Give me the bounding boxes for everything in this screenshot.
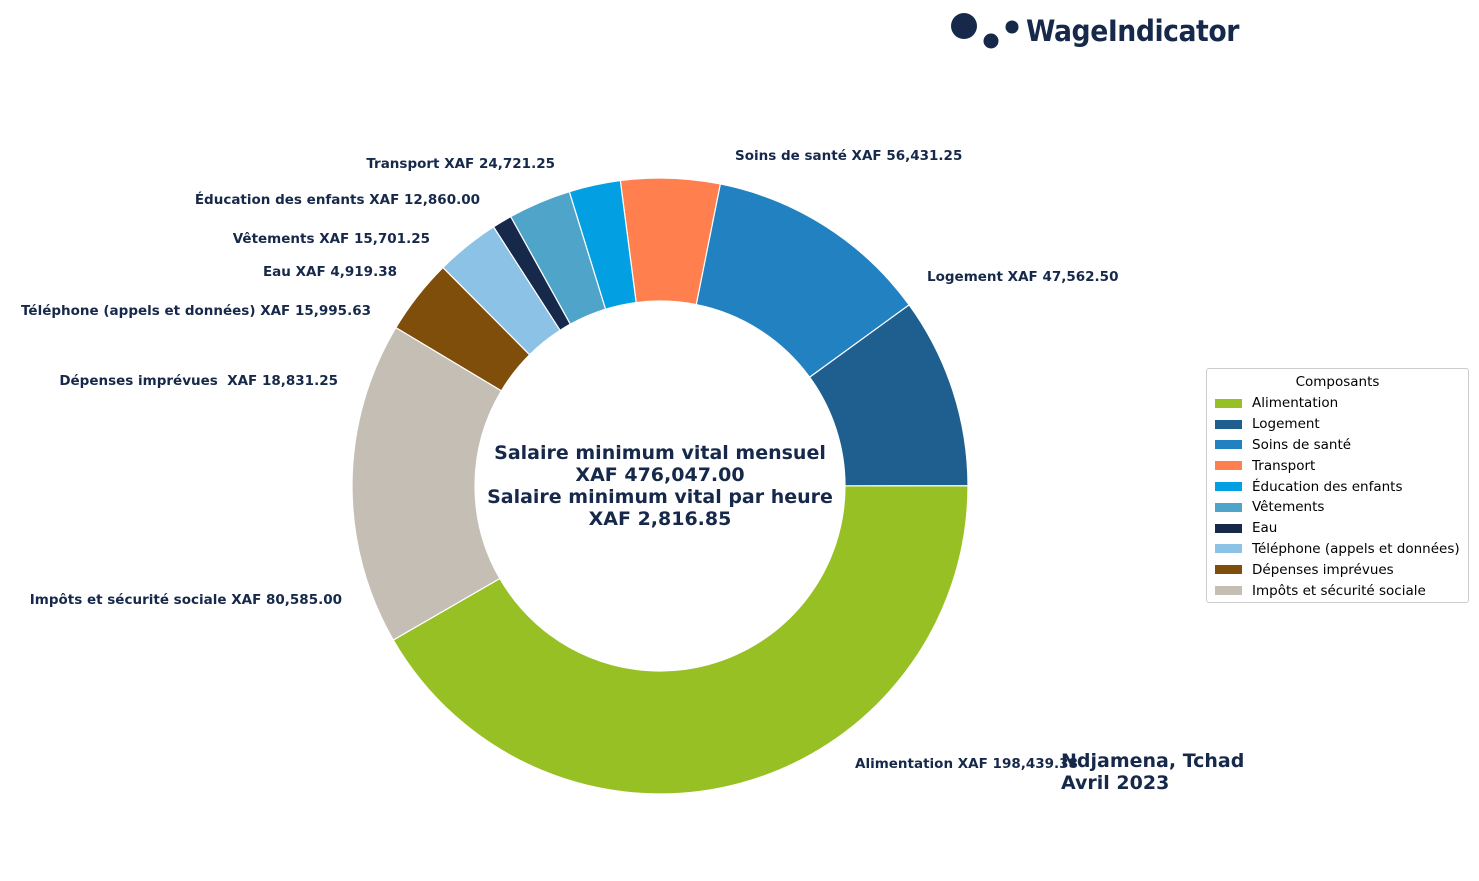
- legend-item: Alimentation: [1215, 393, 1460, 414]
- legend-swatch: [1215, 419, 1242, 429]
- legend-item: Vêtements: [1215, 497, 1460, 518]
- center-hourly-value: XAF 2,816.85: [589, 508, 732, 530]
- legend-swatch: [1215, 482, 1242, 492]
- legend-item: Logement: [1215, 414, 1460, 435]
- legend-swatch: [1215, 544, 1242, 554]
- center-monthly-value: XAF 476,047.00: [575, 464, 744, 486]
- center-hourly-label: Salaire minimum vital par heure: [487, 486, 833, 508]
- slice-label: Dépenses imprévues XAF 18,831.25: [59, 373, 338, 389]
- location-block: Ndjamena, Tchad Avril 2023: [1061, 750, 1244, 794]
- legend-item: Téléphone (appels et données): [1215, 539, 1460, 560]
- legend-item: Eau: [1215, 518, 1460, 539]
- legend-item: Soins de santé: [1215, 435, 1460, 456]
- wageindicator-logo: WageIndicator: [950, 10, 1250, 54]
- slice-label: Éducation des enfants XAF 12,860.00: [195, 191, 480, 208]
- legend-label: Impôts et sécurité sociale: [1252, 582, 1426, 599]
- slice-label: Alimentation XAF 198,439.38: [855, 756, 1078, 772]
- legend-swatch: [1215, 398, 1242, 408]
- legend-swatch: [1215, 565, 1242, 575]
- legend-label: Éducation des enfants: [1252, 478, 1403, 495]
- slice-label: Téléphone (appels et données) XAF 15,995…: [21, 303, 371, 319]
- legend-swatch: [1215, 440, 1242, 450]
- legend-label: Eau: [1252, 520, 1278, 537]
- location-date: Avril 2023: [1061, 772, 1170, 794]
- legend-title: Composants: [1295, 374, 1380, 390]
- legend-item: Dépenses imprévues: [1215, 559, 1460, 580]
- legend-item: Transport: [1215, 455, 1460, 476]
- legend-label: Dépenses imprévues: [1252, 561, 1394, 578]
- three-dots-logo-icon: [951, 13, 1019, 49]
- slice-impots-et-securite-sociale: [351, 326, 503, 641]
- location-city: Ndjamena, Tchad: [1061, 750, 1245, 772]
- legend-swatch: [1215, 502, 1242, 512]
- legend-label: Logement: [1252, 416, 1320, 433]
- legend-label: Téléphone (appels et données): [1252, 540, 1460, 557]
- center-monthly-label: Salaire minimum vital mensuel: [494, 442, 826, 464]
- slice-label: Eau XAF 4,919.38: [263, 264, 397, 280]
- legend-label: Transport: [1252, 457, 1316, 474]
- slice-label: Impôts et sécurité sociale XAF 80,585.00: [30, 592, 342, 608]
- legend-item: Éducation des enfants: [1215, 476, 1460, 497]
- slice-label: Logement XAF 47,562.50: [927, 269, 1118, 285]
- legend-swatch: [1215, 461, 1242, 471]
- slice-label: Vêtements XAF 15,701.25: [233, 231, 430, 247]
- legend: Composants Alimentation Logement Soins de …: [1206, 368, 1469, 603]
- legend-label: Vêtements: [1252, 499, 1325, 516]
- legend-swatch: [1215, 523, 1242, 533]
- slice-alimentation: [392, 485, 969, 795]
- brand-name: WageIndicator: [1026, 14, 1239, 48]
- slice-label: Soins de santé XAF 56,431.25: [735, 148, 962, 164]
- slice-label: Transport XAF 24,721.25: [366, 156, 555, 172]
- legend-label: Soins de santé: [1252, 436, 1352, 453]
- legend-swatch: [1215, 586, 1242, 596]
- legend-label: Alimentation: [1252, 395, 1339, 412]
- legend-item: Impôts et sécurité sociale: [1215, 580, 1460, 601]
